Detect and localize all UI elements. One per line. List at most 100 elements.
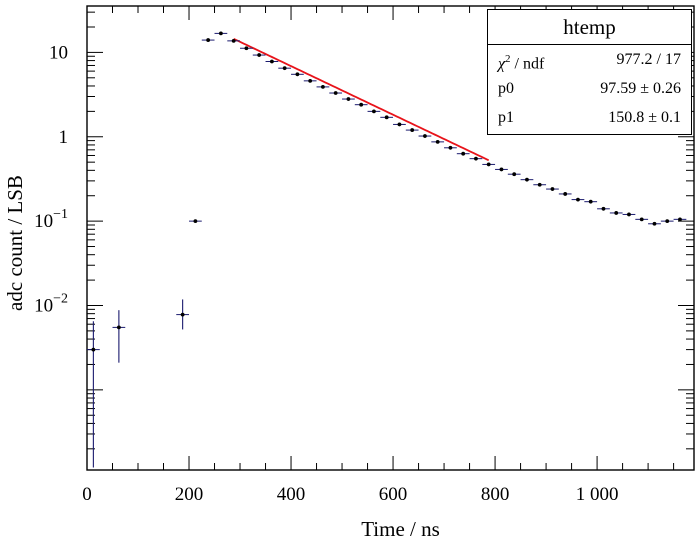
data-marker <box>665 219 670 224</box>
data-marker <box>116 325 121 330</box>
data-points <box>87 31 687 468</box>
data-point <box>533 182 547 187</box>
data-point <box>354 102 368 107</box>
data-marker <box>91 347 96 352</box>
x-tick-label: 800 <box>481 484 510 505</box>
stats-label-chi2: χ2 / ndf <box>498 53 545 73</box>
data-point <box>176 299 190 330</box>
stats-title: htemp <box>488 10 691 45</box>
data-point <box>648 221 661 226</box>
data-marker <box>270 59 274 64</box>
data-point <box>609 211 623 215</box>
data-marker <box>639 217 644 222</box>
data-point <box>469 156 483 161</box>
data-point <box>367 109 381 114</box>
data-point <box>418 134 432 138</box>
x-tick-label: 600 <box>379 484 408 505</box>
data-point <box>520 177 534 182</box>
data-marker <box>448 145 453 150</box>
y-tick-label: 10 <box>49 42 68 63</box>
data-point <box>342 97 355 101</box>
data-marker <box>218 31 223 36</box>
stats-row-chi2: χ2 / ndf 977.2 / 17 <box>488 45 691 74</box>
data-point <box>635 217 649 222</box>
data-marker <box>601 206 606 211</box>
stats-label-p0: p0 <box>498 80 514 97</box>
x-tick-label: 200 <box>175 484 204 505</box>
stats-value-p1: 150.8 ± 0.1 <box>608 109 681 126</box>
data-marker <box>257 53 262 57</box>
data-point <box>405 128 419 132</box>
data-point <box>571 197 585 202</box>
data-point <box>303 78 317 83</box>
data-marker <box>295 72 300 77</box>
data-point <box>201 38 215 42</box>
data-marker <box>333 91 338 95</box>
data-marker <box>588 199 593 204</box>
data-point <box>507 172 521 177</box>
stats-label-p1: p1 <box>498 109 514 126</box>
data-marker <box>486 162 491 167</box>
y-tick-label: 1 <box>59 127 69 148</box>
data-point <box>227 38 241 43</box>
data-marker <box>550 187 555 191</box>
data-point <box>316 84 330 89</box>
data-point <box>431 139 445 144</box>
stats-box: htemp χ2 / ndf 977.2 / 17 p0 97.59 ± 0.2… <box>487 9 692 135</box>
data-point <box>558 192 572 196</box>
data-marker <box>627 212 631 217</box>
data-marker <box>410 128 415 132</box>
data-marker <box>423 134 427 138</box>
data-marker <box>321 84 325 89</box>
data-point <box>189 219 202 224</box>
data-marker <box>435 139 440 144</box>
data-marker <box>372 109 376 114</box>
data-point <box>673 217 687 222</box>
data-point <box>278 66 292 71</box>
stats-value-chi2: 977.2 / 17 <box>616 51 681 68</box>
data-marker <box>512 172 517 177</box>
data-point <box>329 91 343 95</box>
data-point <box>456 151 470 156</box>
data-marker <box>308 78 313 83</box>
fit-curve <box>233 37 490 162</box>
data-marker <box>652 221 657 226</box>
data-marker <box>359 102 364 107</box>
plot-frame <box>86 5 695 471</box>
x-tick-label: 400 <box>277 484 306 505</box>
data-marker <box>282 66 287 71</box>
data-point <box>112 310 126 363</box>
data-marker <box>525 177 529 182</box>
data-marker <box>474 156 478 161</box>
y-tick-labels: 10 1 10−1 10−2 <box>34 42 68 316</box>
data-marker <box>563 192 568 196</box>
data-point <box>482 162 496 167</box>
x-tick-label: 0 <box>82 484 92 505</box>
stats-value-p0: 97.59 ± 0.26 <box>600 80 681 97</box>
data-point <box>291 72 304 77</box>
data-marker <box>614 211 619 215</box>
data-marker <box>461 151 466 156</box>
x-tick-label: 1 000 <box>576 484 619 505</box>
y-tick-label: 10−2 <box>34 291 68 316</box>
data-marker <box>678 217 682 222</box>
data-marker <box>193 219 198 224</box>
stats-row-p1: p1 150.8 ± 0.1 <box>488 103 691 132</box>
data-point <box>584 199 598 204</box>
x-tick-labels: 0 200 400 600 800 1 000 <box>82 484 618 505</box>
data-point <box>265 59 279 64</box>
data-marker <box>397 122 402 127</box>
y-axis-title: adc count / LSB <box>3 175 27 311</box>
data-point <box>240 46 253 51</box>
data-point <box>546 187 559 191</box>
x-axis-title: Time / ns <box>361 517 440 541</box>
data-point <box>444 145 457 150</box>
data-marker <box>244 46 249 51</box>
data-marker <box>231 38 236 43</box>
data-marker <box>206 38 211 42</box>
data-point <box>87 321 100 468</box>
data-point <box>495 167 508 172</box>
data-point <box>622 212 636 217</box>
data-marker <box>537 182 542 187</box>
